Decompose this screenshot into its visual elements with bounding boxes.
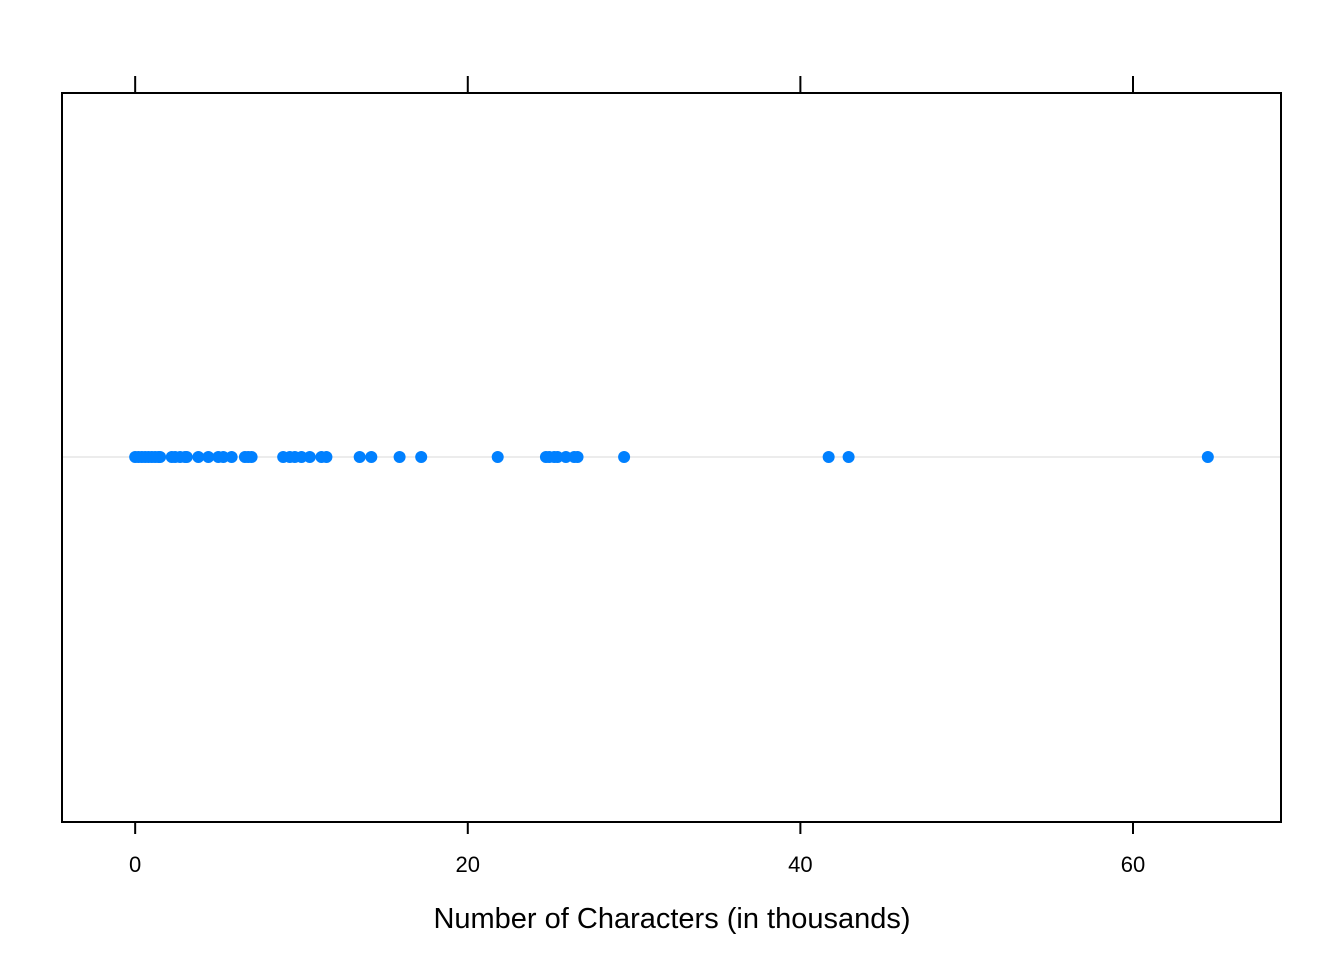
- data-point: [559, 451, 572, 463]
- data-point: [202, 451, 215, 463]
- data-point: [842, 451, 855, 463]
- data-point: [303, 451, 316, 463]
- x-tick-label: 20: [456, 852, 480, 877]
- data-point: [192, 451, 205, 463]
- data-point: [415, 451, 428, 463]
- plot-panel: [61, 92, 1282, 823]
- x-tick-label: 60: [1121, 852, 1145, 877]
- data-point: [618, 451, 631, 463]
- data-point: [245, 451, 258, 463]
- data-point: [180, 451, 193, 463]
- data-point: [491, 451, 504, 463]
- points-layer: [129, 451, 1214, 463]
- data-point: [295, 451, 308, 463]
- data-point: [225, 451, 238, 463]
- x-axis-tick-labels: 0 20 40 60: [129, 852, 1145, 877]
- x-tick-label: 0: [129, 852, 141, 877]
- data-point: [217, 451, 230, 463]
- data-point: [393, 451, 406, 463]
- x-axis-title: Number of Characters (in thousands): [433, 903, 910, 935]
- data-point: [320, 451, 333, 463]
- data-point: [353, 451, 366, 463]
- data-point: [822, 451, 835, 463]
- data-point: [154, 451, 167, 463]
- data-point: [1201, 451, 1214, 463]
- data-point: [571, 451, 584, 463]
- x-tick-label: 40: [788, 852, 812, 877]
- data-point: [365, 451, 378, 463]
- axis-ticks: [134, 76, 1134, 834]
- data-point: [551, 451, 564, 463]
